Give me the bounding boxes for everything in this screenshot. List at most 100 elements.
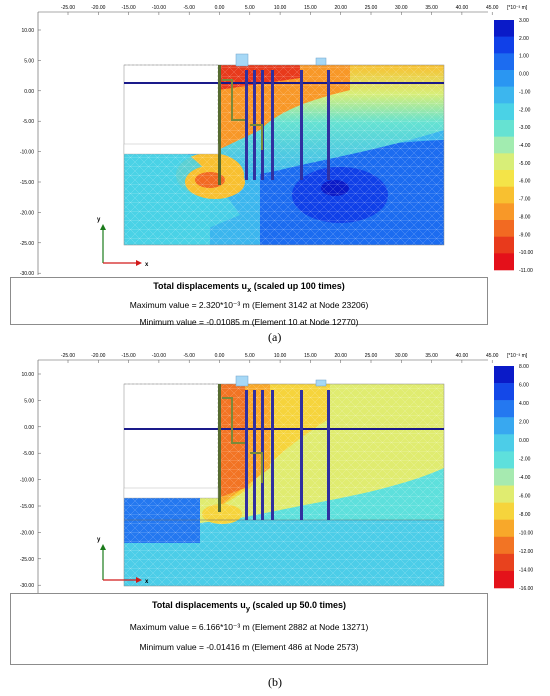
y-tick-labels: 10.00 5.00 0.00 -5.00 -10.00 -15.00 -20.00 -25.… xyxy=(20,372,41,589)
y-tick-label: -15.00 xyxy=(20,504,34,510)
y-tick-label: -15.00 xyxy=(20,180,34,186)
x-tick-label: 40.00 xyxy=(456,5,469,11)
colorbar-swatch xyxy=(494,20,514,37)
y-tick-label: -25.00 xyxy=(20,557,34,563)
y-tick-label: 10.00 xyxy=(21,372,34,378)
colorbar-swatch xyxy=(494,186,514,204)
x-tick-label: 10.00 xyxy=(274,5,287,11)
x-tick-label: 40.00 xyxy=(456,353,469,359)
x-tick-label: -25.00 xyxy=(61,5,75,11)
x-tick-label: 0.00 xyxy=(215,353,225,359)
colorbar-swatch xyxy=(494,136,514,154)
minimum-value: Minimum value = -0.01085 m (Element 10 a… xyxy=(139,316,359,327)
x-tick-label: 5.00 xyxy=(245,353,255,359)
colorbar-label: -10.00 xyxy=(519,250,533,256)
y-tick-label: -20.00 xyxy=(20,210,34,216)
y-tick-label: 0.00 xyxy=(24,89,34,95)
colorbar-swatch xyxy=(494,236,514,254)
colorbar-swatch xyxy=(494,451,514,469)
x-tick-label: 35.00 xyxy=(425,353,438,359)
soil-model xyxy=(123,53,445,246)
x-tick-label: -15.00 xyxy=(122,353,136,359)
colorbar-label: -16.00 xyxy=(519,586,533,592)
colorbar-label: 4.00 xyxy=(519,401,529,407)
x-tick-label: -20.00 xyxy=(91,353,105,359)
colorbar-swatch xyxy=(494,434,514,452)
x-tick-label: -5.00 xyxy=(183,353,195,359)
x-tick-label: 15.00 xyxy=(304,5,317,11)
colorbar-swatch xyxy=(494,383,514,401)
colorbar-swatch xyxy=(494,36,514,54)
x-tick-label: 25.00 xyxy=(365,353,378,359)
colorbar-label: -11.00 xyxy=(519,268,533,274)
x-tick-label: 5.00 xyxy=(245,5,255,11)
x-tick-label: 45.00 xyxy=(486,5,499,11)
colorbar-label: -4.00 xyxy=(519,475,531,481)
y-tick-label: -5.00 xyxy=(23,451,35,457)
colorbar-swatch xyxy=(494,570,514,589)
colorbar-label: 2.00 xyxy=(519,36,529,42)
colorbar-swatch xyxy=(494,502,514,520)
colorbar-label: -8.00 xyxy=(519,214,531,220)
colorbar-swatch xyxy=(494,417,514,435)
result-caption: Total displacements uy (scaled up 50.0 t… xyxy=(10,593,488,665)
colorbar-swatch xyxy=(494,53,514,71)
colorbar-label: 3.00 xyxy=(519,18,529,24)
colorbar-label: -5.00 xyxy=(519,161,531,167)
panel-b: -25.00 -20.00 -15.00 -10.00 -5.00 0.00 5.00 10.… xyxy=(0,348,550,696)
colorbar-label: 1.00 xyxy=(519,54,529,60)
maximum-value: Maximum value = 6.166*10⁻³ m (Element 28… xyxy=(129,621,369,632)
plot-a: -25.00 -20.00 -15.00 -10.00 -5.00 0.00 5.00 10.… xyxy=(20,5,534,277)
colorbar-unit: [*10⁻³ m] xyxy=(507,353,528,359)
x-tick-label: 30.00 xyxy=(395,5,408,11)
colorbar: 8.00 6.00 4.00 2.00 0.00 -2.00 -4.00 -6.00 -8.00… xyxy=(494,364,533,592)
result-caption: Total displacements ux (scaled up 100 ti… xyxy=(10,277,488,327)
plot-b: -25.00 -20.00 -15.00 -10.00 -5.00 0.00 5.00 10.… xyxy=(20,353,533,593)
y-tick-labels: 10.00 5.00 0.00 -5.00 -10.00 -15.00 -20.00 -25.… xyxy=(20,28,41,277)
axis-frame xyxy=(37,359,488,593)
y-tick-label: -10.00 xyxy=(20,478,34,484)
axis-x-label: x xyxy=(145,579,149,585)
x-tick-label: 10.00 xyxy=(274,353,287,359)
maximum-value: Maximum value = 2.320*10⁻³ m (Element 31… xyxy=(129,299,369,310)
x-tick-label: 20.00 xyxy=(334,353,347,359)
axis-x-label: x xyxy=(145,262,149,268)
x-tick-label: -10.00 xyxy=(152,353,166,359)
x-tick-labels: -25.00 -20.00 -15.00 -10.00 -5.00 0.00 5.00 10.… xyxy=(61,353,499,363)
colorbar-swatch xyxy=(494,203,514,221)
colorbar-swatch xyxy=(494,468,514,486)
y-tick-label: -30.00 xyxy=(20,271,34,277)
colorbar-label: 0.00 xyxy=(519,72,529,78)
colorbar-label: 8.00 xyxy=(519,364,529,370)
y-tick-label: 5.00 xyxy=(24,58,34,64)
axis-triad: y x xyxy=(97,537,149,585)
colorbar-label: -4.00 xyxy=(519,143,531,149)
colorbar-label: -3.00 xyxy=(519,125,531,131)
x-tick-label: -20.00 xyxy=(91,5,105,11)
panel-label: (a) xyxy=(268,330,282,344)
colorbar-swatch xyxy=(494,519,514,538)
colorbar-label: -6.00 xyxy=(519,179,531,185)
colorbar-swatch xyxy=(494,220,514,237)
colorbar-swatch xyxy=(494,103,514,121)
axis-frame xyxy=(37,11,488,275)
y-tick-label: -10.00 xyxy=(20,150,34,156)
y-tick-label: 0.00 xyxy=(24,425,34,431)
colorbar-swatch xyxy=(494,366,514,384)
colorbar-label: -8.00 xyxy=(519,512,531,518)
colorbar-label: -6.00 xyxy=(519,494,531,500)
colorbar-label: -1.00 xyxy=(519,89,531,95)
axis-triad: y x xyxy=(97,217,149,268)
colorbar-swatch xyxy=(494,400,514,418)
x-tick-label: -15.00 xyxy=(122,5,136,11)
x-tick-label: 25.00 xyxy=(365,5,378,11)
colorbar-swatch xyxy=(494,153,514,171)
y-tick-label: -5.00 xyxy=(23,119,35,125)
panel-label: (b) xyxy=(268,675,282,689)
x-tick-label: 45.00 xyxy=(486,353,499,359)
colorbar-label: -12.00 xyxy=(519,549,533,555)
caption-title: Total displacements uy (scaled up 50.0 t… xyxy=(151,600,347,613)
panel-a: -25.00 -20.00 -15.00 -10.00 -5.00 0.00 5.00 10.… xyxy=(10,5,534,344)
colorbar: 3.00 2.00 1.00 0.00 -1.00 -2.00 -3.00 -4.00 -5.0… xyxy=(494,18,533,274)
colorbar-swatch xyxy=(494,536,514,555)
